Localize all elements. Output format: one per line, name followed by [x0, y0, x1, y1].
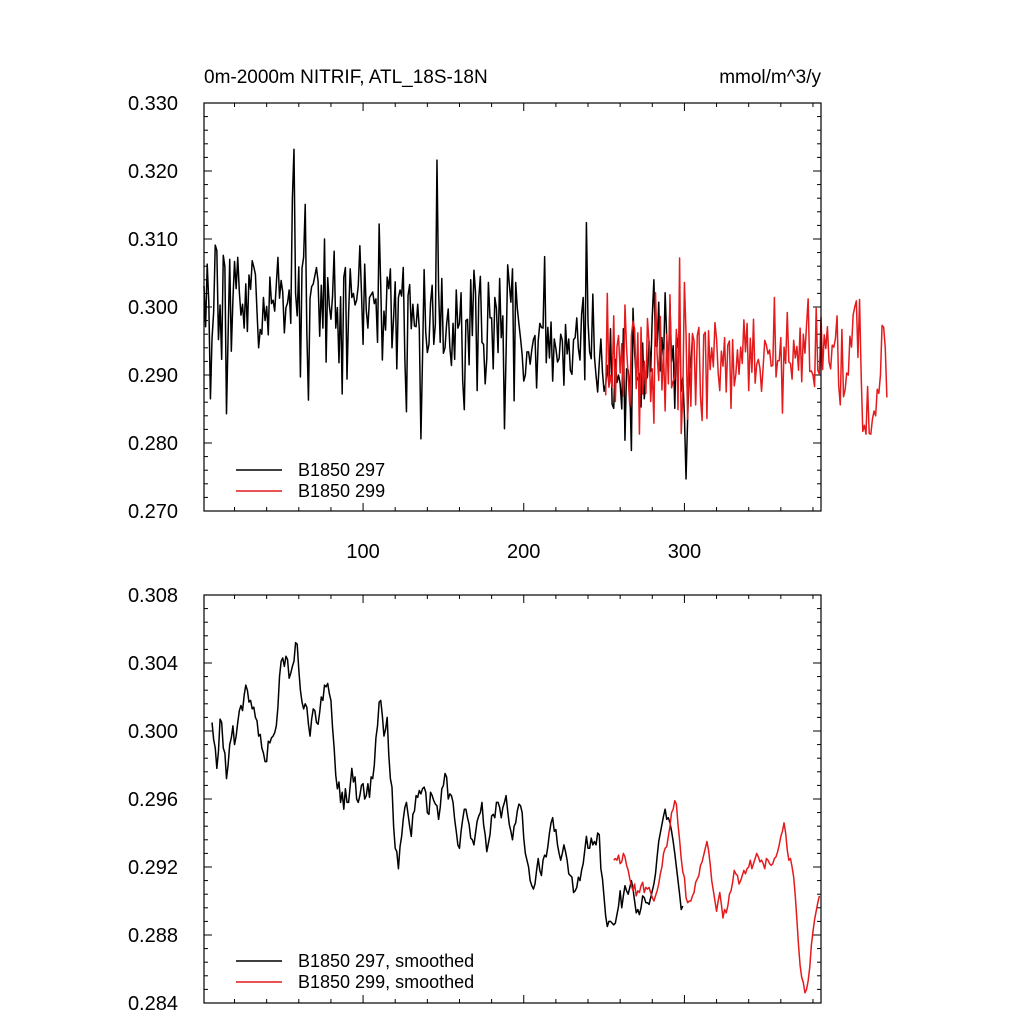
series-line-b1850-299 — [604, 257, 888, 435]
top-panel-legend: B1850 297 B1850 299 — [236, 460, 385, 501]
y-tick-label: 0.300 — [128, 297, 178, 319]
x-tick-label: 300 — [668, 541, 701, 563]
y-tick-label: 0.320 — [128, 161, 178, 183]
y-tick-label: 0.280 — [128, 433, 178, 455]
top-panel-title: 0m-2000m NITRIF, ATL_18S-18N — [204, 67, 488, 88]
y-tick-label: 0.284 — [128, 993, 178, 1015]
bottom-panel-legend: B1850 297, smoothed B1850 299, smoothed — [236, 951, 474, 992]
legend-label-b1850-297: B1850 297 — [298, 460, 385, 480]
top-panel-y-tick-labels: 0.270 0.280 0.290 0.300 0.310 0.320 0.330 — [128, 93, 178, 523]
top-panel-x-tick-labels: 100 200 300 — [346, 541, 701, 563]
y-tick-label: 0.300 — [128, 721, 178, 743]
x-tick-label: 100 — [346, 541, 379, 563]
y-tick-label: 0.292 — [128, 857, 178, 879]
y-tick-label: 0.304 — [128, 653, 178, 675]
top-panel-units: mmol/m^3/y — [719, 67, 821, 88]
bottom-panel-plot-frame — [203, 594, 822, 1004]
top-panel-plot-frame — [203, 102, 822, 512]
bottom-panel-y-tick-labels: 0.284 0.288 0.292 0.296 0.300 0.304 0.308 — [128, 585, 178, 1015]
bottom-panel: 0.284 0.288 0.292 0.296 0.300 0.304 0.308 B185… — [128, 585, 822, 1015]
y-tick-label: 0.310 — [128, 229, 178, 251]
y-tick-label: 0.296 — [128, 789, 178, 811]
x-tick-label: 200 — [507, 541, 540, 563]
top-panel-lines — [203, 148, 888, 480]
series-line-b1850-297-smoothed — [211, 641, 684, 928]
series-line-b1850-297 — [203, 148, 694, 480]
top-panel: 0m-2000m NITRIF, ATL_18S-18N mmol/m^3/y … — [128, 67, 888, 563]
series-line-b1850-299-smoothed — [613, 799, 821, 994]
bottom-panel-ticks — [204, 594, 821, 1004]
y-tick-label: 0.270 — [128, 501, 178, 523]
y-tick-label: 0.288 — [128, 925, 178, 947]
legend-label-b1850-299-smoothed: B1850 299, smoothed — [298, 972, 474, 992]
y-tick-label: 0.308 — [128, 585, 178, 607]
y-tick-label: 0.290 — [128, 365, 178, 387]
bottom-panel-lines — [211, 641, 821, 994]
legend-label-b1850-299: B1850 299 — [298, 481, 385, 501]
legend-label-b1850-297-smoothed: B1850 297, smoothed — [298, 951, 474, 971]
y-tick-label: 0.330 — [128, 93, 178, 115]
